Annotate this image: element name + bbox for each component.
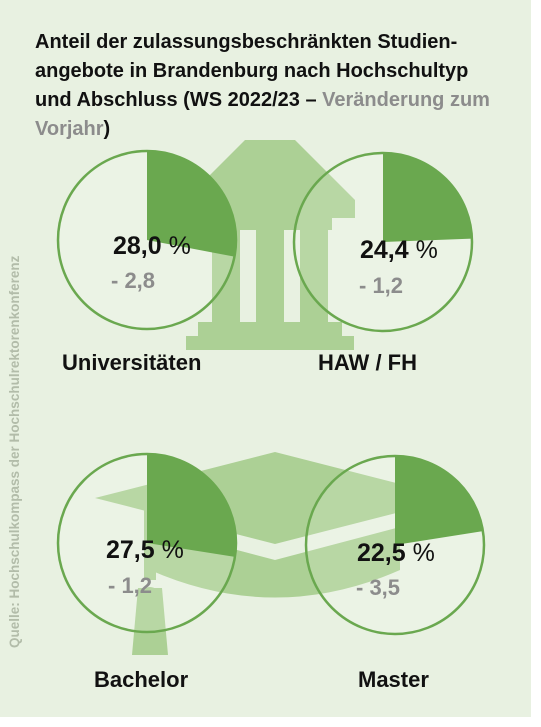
value-number: 28,0 bbox=[113, 232, 162, 260]
value-number: 24,4 bbox=[360, 236, 409, 264]
value-number: 27,5 bbox=[106, 536, 155, 564]
pie-master bbox=[304, 454, 486, 636]
infographic-panel bbox=[0, 0, 531, 717]
pie-charts bbox=[56, 149, 486, 636]
value-unit: % bbox=[168, 232, 191, 260]
value-number: 22,5 bbox=[357, 539, 406, 567]
pie-slice bbox=[147, 151, 236, 257]
title-close: ) bbox=[103, 118, 111, 140]
value-label-haw-fh: 24,4 % bbox=[360, 236, 438, 265]
value-unit: % bbox=[412, 539, 435, 567]
value-unit: % bbox=[415, 236, 438, 264]
chart-title: Anteil der zulassungsbeschränkten Studie… bbox=[35, 28, 505, 144]
value-unit: % bbox=[161, 536, 184, 564]
pie-bachelor bbox=[56, 452, 238, 634]
pie-slice bbox=[383, 153, 472, 242]
pie-universitäten bbox=[56, 149, 238, 331]
title-change-label: Veränderung zum Vorjahr bbox=[35, 89, 490, 140]
change-label-haw-fh: - 1,2 bbox=[359, 273, 404, 298]
value-label-master: 22,5 % bbox=[357, 539, 435, 568]
change-label-master: - 3,5 bbox=[356, 575, 401, 600]
value-label-bachelor: 27,5 % bbox=[106, 536, 184, 565]
change-label-bachelor: - 1,2 bbox=[108, 573, 153, 598]
category-label-universitäten: Universitäten bbox=[62, 350, 202, 375]
pie-slice bbox=[395, 456, 483, 545]
change-label-universitäten: - 2,8 bbox=[111, 268, 156, 293]
category-label-bachelor: Bachelor bbox=[94, 667, 189, 692]
category-label-master: Master bbox=[358, 667, 429, 692]
category-label-haw-fh: HAW / FH bbox=[318, 350, 417, 375]
pie-slice bbox=[147, 454, 236, 557]
value-label-universitäten: 28,0 % bbox=[113, 232, 191, 261]
pie-haw-fh bbox=[292, 151, 474, 333]
title-main: Anteil der zulassungsbeschränkten Studie… bbox=[35, 31, 469, 111]
